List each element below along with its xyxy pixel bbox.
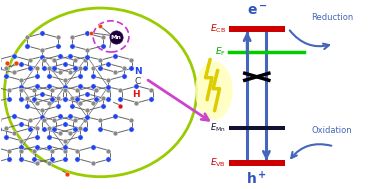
Bar	[229, 160, 285, 166]
Text: $\bf{e^-}$: $\bf{e^-}$	[246, 5, 267, 19]
Text: C: C	[135, 77, 141, 86]
Bar	[229, 126, 285, 130]
Text: $E_{\rm Mn}$: $E_{\rm Mn}$	[210, 122, 226, 134]
Text: Oxidation: Oxidation	[311, 125, 352, 135]
Text: $E_{\rm F}$: $E_{\rm F}$	[215, 46, 226, 58]
Bar	[229, 26, 285, 32]
Text: $E_{\rm VB}$: $E_{\rm VB}$	[210, 157, 226, 169]
Text: N: N	[135, 67, 142, 76]
Text: H: H	[132, 90, 139, 99]
Text: $E_{\rm CB}$: $E_{\rm CB}$	[209, 23, 226, 35]
Text: $\bf{h^+}$: $\bf{h^+}$	[246, 170, 267, 187]
Ellipse shape	[195, 61, 233, 120]
Text: Reduction: Reduction	[311, 13, 354, 22]
Text: Mn: Mn	[110, 35, 121, 40]
